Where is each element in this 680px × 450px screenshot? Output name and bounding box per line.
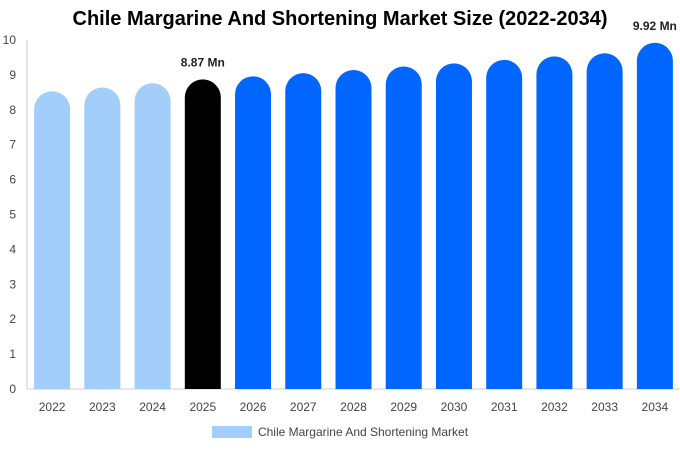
bar-2030 [435,63,472,390]
y-tick-label: 1 [9,347,16,361]
bar-2034 [636,42,673,390]
y-axis: 0 1 2 3 4 5 6 7 8 9 10 [3,33,28,396]
legend-label: Chile Margarine And Shortening Market [257,425,469,439]
x-tick-label: 2033 [591,400,618,414]
x-tick-label: 2022 [39,400,66,414]
y-tick-label: 3 [9,277,16,291]
x-tick-label: 2027 [290,400,317,414]
legend: Chile Margarine And Shortening Market [0,425,680,439]
x-tick-label: 2023 [89,400,116,414]
y-tick-label: 8 [9,103,16,117]
x-tick-label: 2028 [340,400,367,414]
bar-2032 [536,56,573,389]
x-tick-label: 2029 [390,400,417,414]
bar-2023 [84,87,121,390]
y-tick-label: 2 [9,312,16,326]
chart-title: Chile Margarine And Shortening Market Si… [72,8,608,30]
x-tick-label: 2032 [541,400,568,414]
x-tick-label: 2024 [139,400,166,414]
bar-2026 [235,76,272,390]
data-label-2034: 9.92 Mn [633,19,677,33]
y-tick-label: 5 [9,208,16,222]
bar-2025 [184,79,221,389]
x-axis: 2022 2023 2024 2025 2026 2027 2028 2029 2030 2031… [27,388,680,414]
bar-2033 [586,53,623,390]
bar-2022 [34,91,71,390]
y-tick-label: 9 [9,68,16,82]
x-tick-label: 2031 [491,400,518,414]
bars [34,42,673,390]
y-tick-label: 10 [3,33,17,47]
legend-swatch [211,426,252,438]
y-tick-label: 6 [9,173,16,187]
y-tick-label: 7 [9,138,16,152]
y-tick-label: 0 [9,382,16,396]
bar-2031 [486,59,523,389]
bar-2029 [385,66,422,390]
data-label-2025: 8.87 Mn [181,55,225,69]
x-tick-label: 2034 [642,400,669,414]
data-labels: 8.87 Mn 9.92 Mn [181,19,677,70]
x-tick-label: 2026 [240,400,267,414]
y-tick-label: 4 [9,242,16,256]
bar-2028 [335,70,372,389]
bar-2024 [134,83,171,389]
bar-2027 [285,73,322,389]
x-tick-label: 2025 [189,400,216,414]
x-tick-label: 2030 [441,400,468,414]
